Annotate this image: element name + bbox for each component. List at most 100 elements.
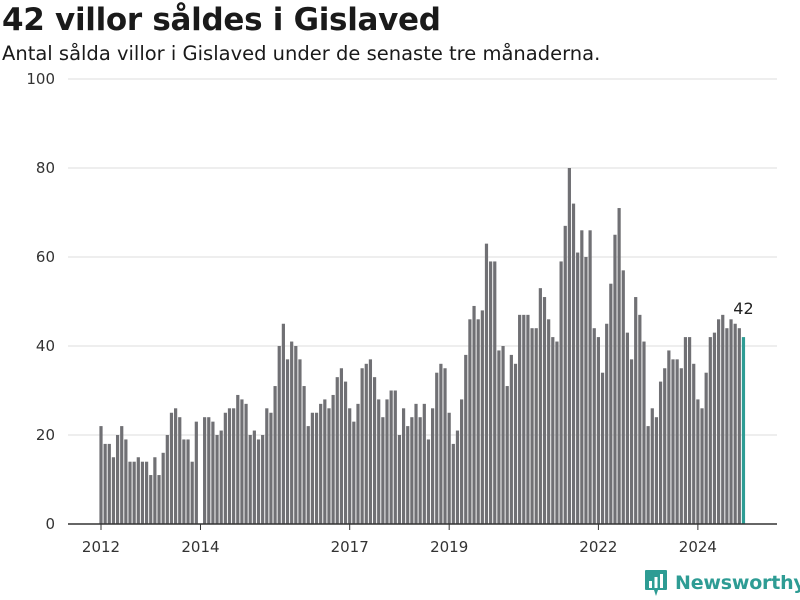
bar [439, 363, 443, 524]
bar [364, 363, 368, 524]
bar [596, 337, 600, 524]
bar [629, 359, 634, 524]
bar [377, 399, 381, 524]
bar [472, 305, 476, 524]
bar [103, 443, 107, 524]
bar [385, 399, 389, 524]
bar [621, 270, 625, 524]
bar [410, 417, 414, 524]
bar [530, 328, 534, 524]
bar [165, 435, 169, 524]
x-tick-label: 2022 [579, 538, 617, 556]
y-tick-label: 0 [45, 515, 55, 533]
bar [576, 252, 580, 525]
bar [290, 341, 294, 524]
bar [559, 261, 563, 524]
bar [725, 328, 729, 524]
bar [248, 435, 252, 524]
bar [518, 314, 522, 524]
bar [692, 363, 696, 524]
bar [704, 372, 708, 524]
bar [451, 443, 455, 524]
bar [132, 461, 136, 524]
bar [600, 372, 605, 524]
bar [128, 461, 132, 524]
bar [489, 261, 493, 524]
bar [605, 323, 609, 524]
bar [211, 421, 215, 524]
bar [120, 426, 124, 524]
x-tick-label: 2014 [181, 538, 219, 556]
bar [476, 319, 480, 524]
bar [236, 394, 240, 524]
bar [675, 359, 679, 524]
bar [298, 359, 302, 524]
bar [194, 421, 198, 524]
bar [240, 399, 244, 524]
bar [372, 377, 377, 524]
bar [323, 399, 327, 524]
bar [638, 314, 642, 524]
bar [551, 337, 555, 524]
y-tick-label: 100 [26, 70, 55, 88]
bar [708, 337, 712, 524]
bar [567, 168, 571, 524]
bar [654, 417, 659, 524]
bars [99, 168, 746, 525]
bar [178, 417, 182, 524]
bar [331, 394, 335, 524]
bar [99, 426, 103, 524]
bar [501, 346, 505, 524]
bar [190, 461, 194, 524]
bar [277, 346, 281, 524]
bar [522, 314, 526, 524]
bar [683, 337, 688, 524]
bar [460, 399, 464, 524]
bar [368, 359, 373, 524]
bar [215, 435, 219, 524]
bar [223, 412, 227, 524]
x-tick-label: 2017 [331, 538, 369, 556]
chart-title: 42 villor såldes i Gislaved [2, 2, 441, 38]
bar [547, 319, 551, 524]
bar [538, 288, 542, 524]
bar [679, 368, 683, 524]
bar [426, 439, 431, 524]
bar [700, 408, 704, 524]
last-value-label: 42 [733, 299, 753, 318]
bar [174, 408, 178, 524]
bar [389, 390, 393, 524]
bar [447, 412, 451, 524]
bar [634, 297, 638, 524]
chart-subtitle: Antal sålda villor i Gislaved under de s… [2, 42, 601, 65]
bar [115, 435, 120, 524]
bar [393, 390, 397, 524]
bar [468, 319, 472, 524]
bar [642, 341, 646, 524]
newsworthy-logo: Newsworthy [644, 569, 800, 597]
bar [563, 225, 567, 524]
bar [161, 452, 165, 524]
bar [431, 408, 435, 524]
bar [227, 408, 232, 524]
bar [406, 426, 410, 524]
bar [671, 359, 675, 524]
bar [319, 403, 323, 524]
bar [310, 412, 314, 524]
bar [314, 412, 319, 524]
bar [422, 403, 426, 524]
bar [244, 403, 248, 524]
bar [712, 332, 717, 524]
bar [625, 332, 630, 524]
bar [294, 346, 298, 524]
bar [157, 475, 161, 524]
bar [513, 363, 518, 524]
bar [136, 457, 140, 524]
bar [360, 368, 364, 524]
bar [356, 403, 360, 524]
x-tick-label: 2012 [82, 538, 120, 556]
bar [534, 328, 538, 524]
bar [327, 408, 331, 524]
y-tick-label: 40 [36, 337, 55, 355]
